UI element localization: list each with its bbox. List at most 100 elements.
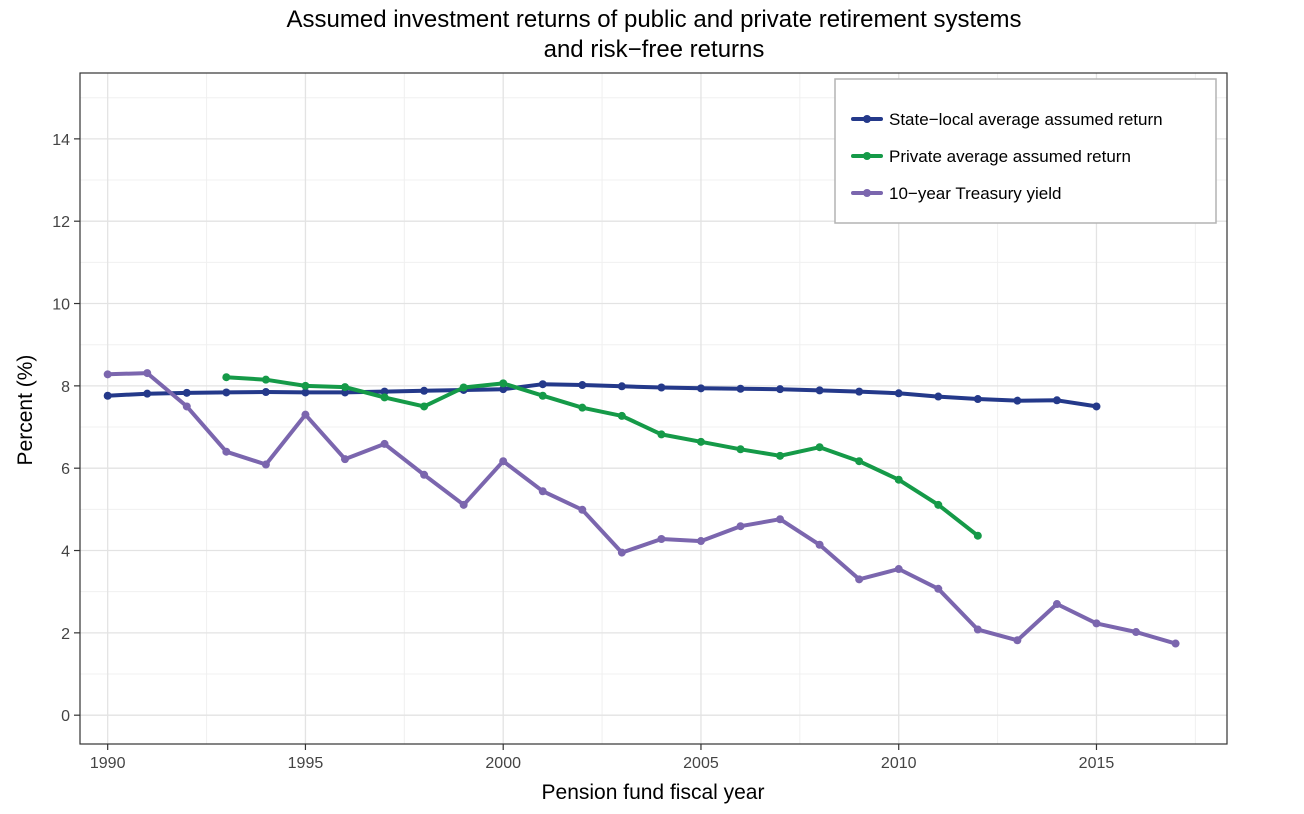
- data-point: [222, 388, 231, 397]
- legend-label: Private average assumed return: [889, 147, 1131, 166]
- legend: State−local average assumed return Privat…: [834, 78, 1217, 224]
- y-tick-label: 4: [61, 544, 70, 561]
- minor-gridlines: [80, 73, 1227, 744]
- x-tick-label: 2015: [1079, 755, 1115, 772]
- data-point: [855, 387, 864, 396]
- data-point: [420, 386, 429, 395]
- data-point: [143, 369, 152, 378]
- data-point: [222, 373, 231, 382]
- legend-label: 10−year Treasury yield: [889, 184, 1061, 203]
- data-point: [340, 383, 349, 392]
- data-point: [696, 537, 705, 546]
- chart-subtitle: and risk−free returns: [544, 36, 765, 63]
- data-point: [815, 386, 824, 395]
- data-point: [538, 391, 547, 400]
- data-point: [1052, 600, 1061, 609]
- data-point: [1013, 396, 1022, 405]
- plot-border: [79, 72, 1228, 745]
- data-point: [934, 392, 943, 401]
- y-tick-label: 8: [61, 379, 70, 396]
- data-point: [617, 411, 626, 420]
- data-point: [459, 383, 468, 392]
- legend-item: State−local average assumed return: [851, 110, 1163, 129]
- y-tick-label: 14: [52, 132, 70, 149]
- chart-title: Assumed investment returns of public and…: [287, 6, 1022, 33]
- data-point: [261, 375, 270, 384]
- data-point: [340, 455, 349, 464]
- data-point: [973, 625, 982, 634]
- legend-swatch-point: [863, 189, 871, 197]
- data-point: [1052, 396, 1061, 405]
- data-point: [1132, 628, 1141, 637]
- data-point: [538, 380, 547, 389]
- data-point: [261, 388, 270, 397]
- legend-label: State−local average assumed return: [889, 110, 1163, 129]
- y-axis: 0 2 4 6 8 10 12 14: [52, 132, 80, 725]
- data-point: [973, 531, 982, 540]
- data-point: [855, 575, 864, 584]
- data-point: [736, 445, 745, 454]
- data-point: [736, 384, 745, 393]
- data-point: [934, 500, 943, 509]
- data-point: [420, 470, 429, 479]
- data-point: [776, 385, 785, 394]
- data-point: [657, 430, 666, 439]
- y-axis-title: Percent (%): [14, 355, 37, 466]
- data-point: [222, 447, 231, 456]
- data-point: [499, 385, 508, 394]
- series-3: [103, 369, 1180, 648]
- data-point: [459, 500, 468, 509]
- data-point: [1013, 636, 1022, 645]
- data-point: [578, 381, 587, 390]
- data-point: [182, 388, 191, 397]
- data-point: [301, 410, 310, 419]
- data-point: [894, 565, 903, 574]
- legend-item: 10−year Treasury yield: [851, 184, 1061, 203]
- series-line: [105, 382, 1099, 409]
- data-point: [657, 383, 666, 392]
- data-point: [617, 548, 626, 557]
- y-tick-label: 10: [52, 297, 70, 314]
- data-point: [894, 389, 903, 398]
- y-tick-label: 12: [52, 214, 70, 231]
- x-tick-label: 2005: [683, 755, 719, 772]
- data-point: [776, 451, 785, 460]
- data-point: [538, 487, 547, 496]
- x-tick-label: 2000: [485, 755, 521, 772]
- series-1: [103, 380, 1101, 411]
- x-tick-label: 2010: [881, 755, 917, 772]
- data-point: [499, 379, 508, 388]
- data-point: [103, 391, 112, 400]
- data-point: [696, 384, 705, 393]
- data-point: [578, 403, 587, 412]
- legend-item: Private average assumed return: [851, 147, 1131, 166]
- legend-swatch-point: [863, 115, 871, 123]
- x-axis: 1990 1995 2000 2005 2010 2015: [90, 744, 1114, 772]
- major-gridlines: [80, 73, 1227, 744]
- series-layer: [103, 369, 1180, 648]
- series-line: [224, 375, 980, 538]
- x-tick-label: 1995: [288, 755, 324, 772]
- data-point: [420, 402, 429, 411]
- data-point: [301, 381, 310, 390]
- data-point: [380, 387, 389, 396]
- data-point: [143, 389, 152, 398]
- data-point: [657, 534, 666, 543]
- data-point: [380, 393, 389, 402]
- y-tick-label: 6: [61, 461, 70, 478]
- data-point: [301, 388, 310, 397]
- data-point: [973, 395, 982, 404]
- data-point: [815, 540, 824, 549]
- x-tick-label: 1990: [90, 755, 126, 772]
- series-2: [222, 373, 982, 540]
- data-point: [776, 515, 785, 524]
- data-point: [696, 437, 705, 446]
- data-point: [578, 505, 587, 514]
- data-point: [1171, 639, 1180, 648]
- data-point: [380, 439, 389, 448]
- series-line: [105, 371, 1178, 646]
- data-point: [617, 382, 626, 391]
- data-point: [1092, 402, 1101, 411]
- data-point: [261, 460, 270, 469]
- data-point: [499, 457, 508, 466]
